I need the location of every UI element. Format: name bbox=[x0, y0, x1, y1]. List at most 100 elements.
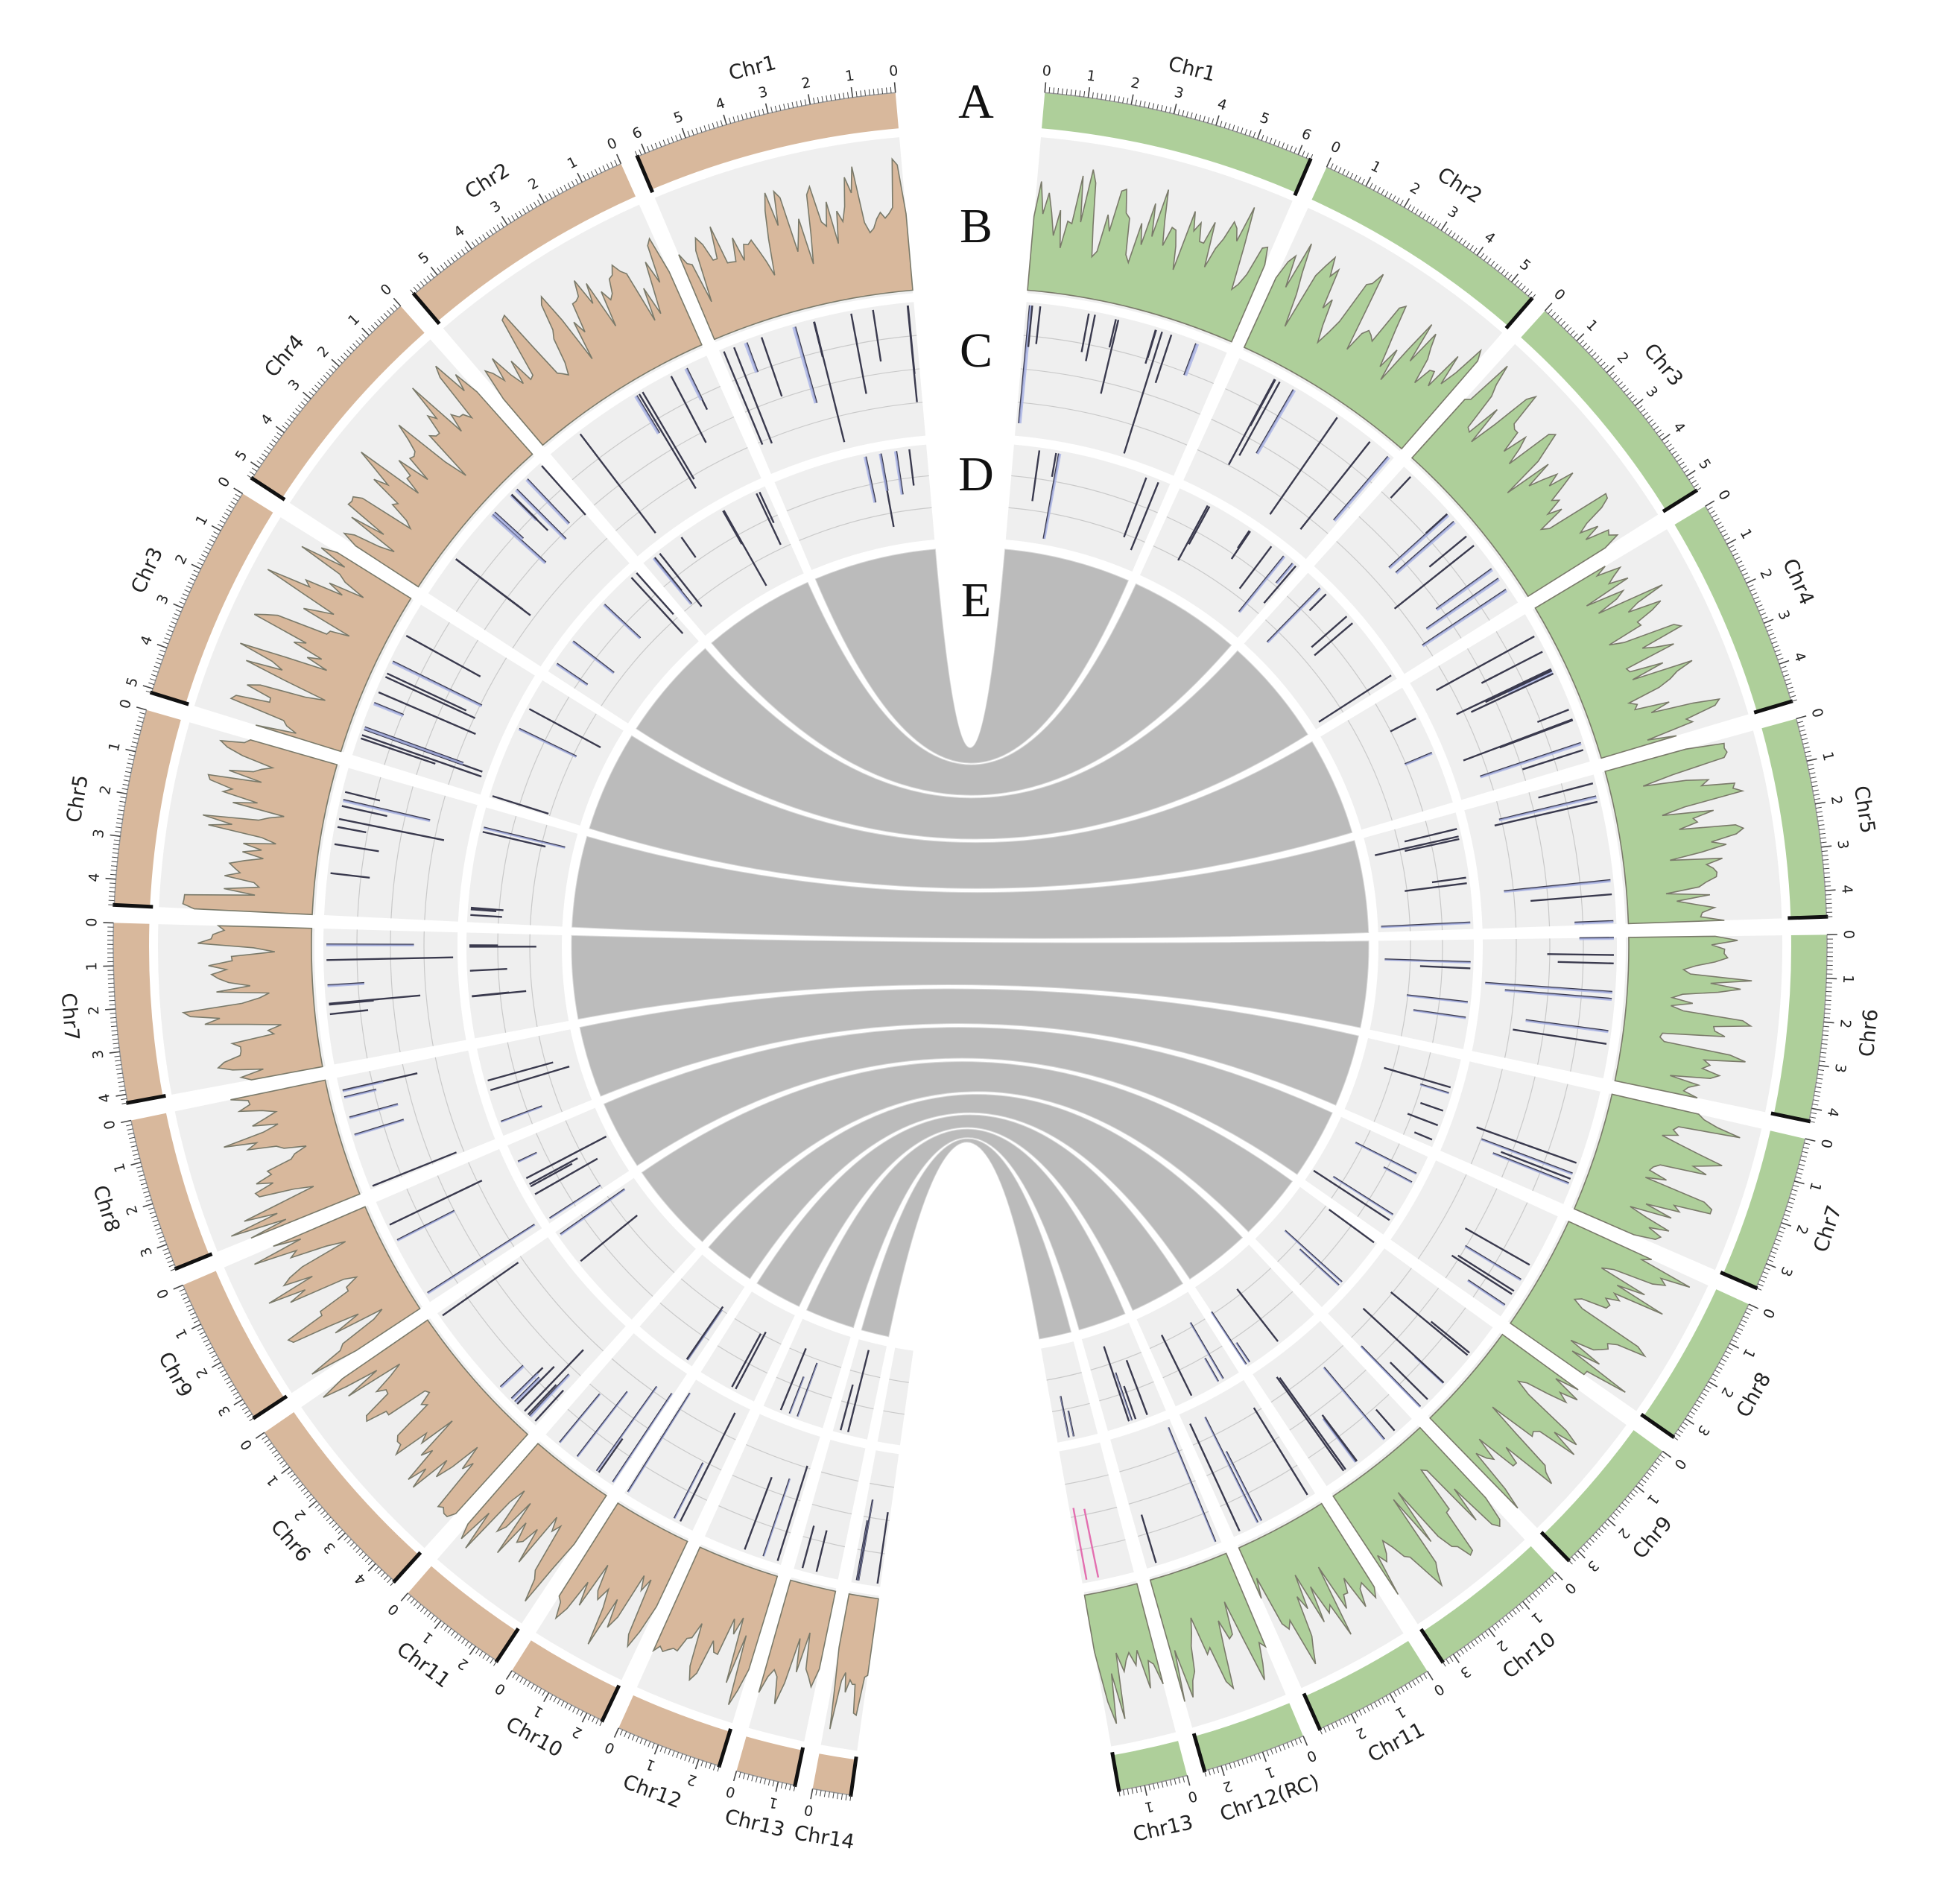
left-chr9-tick bbox=[211, 1361, 221, 1368]
right-chr9-tick bbox=[1621, 1502, 1627, 1507]
right-chr9-grid-arc bbox=[1277, 1205, 1327, 1262]
right-chr2-tick bbox=[1444, 227, 1448, 233]
left-chr13-tick bbox=[789, 1784, 791, 1791]
right-chr7-tick bbox=[1793, 1180, 1805, 1185]
right-chr9-tick bbox=[1601, 1525, 1606, 1530]
left-chr7-density-histogram bbox=[181, 925, 323, 1081]
right-chr5-tick bbox=[1796, 715, 1807, 720]
left-chr8-grid-arc bbox=[369, 1070, 402, 1177]
left-chr8-tick bbox=[151, 1215, 157, 1218]
right-chr1-tick bbox=[1232, 124, 1235, 131]
left-chr2-tick bbox=[606, 163, 610, 170]
right-chr4-tick bbox=[1753, 596, 1759, 600]
right-chr3-variant-block bbox=[1396, 521, 1456, 575]
right-chr3-variant-bar bbox=[1308, 593, 1327, 612]
right-chr3-tick-label: 1 bbox=[1583, 317, 1600, 335]
left-chr5-variant-block bbox=[483, 827, 566, 849]
right-chr6-track-c-bg bbox=[1472, 937, 1617, 1079]
left-chr9-variant-bar bbox=[530, 1163, 573, 1188]
left-chr3-tick bbox=[213, 531, 219, 535]
left-chr5-grid-arc bbox=[424, 795, 446, 920]
left-chr1-tick bbox=[893, 82, 896, 93]
left-chr2-tick bbox=[556, 189, 560, 195]
left-chr1-tick bbox=[732, 116, 735, 123]
right-chr4-tick bbox=[1716, 522, 1722, 526]
left-chr7-variant-bar bbox=[329, 994, 421, 1005]
left-chr6-tick bbox=[308, 1500, 317, 1508]
left-chr13-grid-arc bbox=[821, 1471, 859, 1482]
right-chr13-variant-bar bbox=[1072, 1508, 1088, 1580]
right-chr1-variant-bar bbox=[1051, 452, 1057, 478]
left-chr8-tick bbox=[128, 1136, 135, 1139]
right-chr8-axis-arc bbox=[1672, 1303, 1750, 1438]
left-chr2-tick bbox=[410, 289, 415, 295]
right-chr10-tick bbox=[1478, 1636, 1483, 1642]
left-chr5-tick bbox=[119, 800, 126, 803]
left-chr8-variant-block bbox=[354, 1119, 405, 1136]
left-chr14-variant-block bbox=[858, 1499, 873, 1581]
right-chr3-tick bbox=[1681, 465, 1687, 469]
left-chr3-end-marker bbox=[149, 690, 189, 706]
right-chr4-tick bbox=[1730, 548, 1737, 553]
left-chr6-tick bbox=[276, 1456, 282, 1461]
left-chr8-variant-block bbox=[342, 1081, 384, 1092]
right-chr5-variant-block bbox=[1381, 922, 1471, 929]
left-chr6-tick bbox=[314, 1503, 320, 1508]
left-chr6-tick bbox=[308, 1497, 314, 1502]
right-chr7-tick bbox=[1755, 1287, 1762, 1291]
left-chr4-tick bbox=[275, 426, 285, 434]
left-chr4-ideogram bbox=[252, 306, 425, 499]
right-chr4-tick bbox=[1707, 506, 1713, 510]
right-chr7-axis-arc bbox=[1755, 1138, 1806, 1288]
left-chr8-tick bbox=[168, 1264, 175, 1268]
left-chr5-tick bbox=[136, 706, 147, 711]
left-chr8-tick bbox=[140, 1183, 147, 1186]
right-chr1-tick bbox=[1256, 129, 1262, 139]
left-chr5-tick bbox=[138, 716, 145, 719]
left-chr10-tick bbox=[523, 1679, 528, 1686]
left-chr1-variant-block bbox=[878, 453, 888, 491]
left-chr1-tick bbox=[783, 104, 785, 110]
right-chr2-tick bbox=[1480, 253, 1485, 259]
left-chr5-name: Chr5 bbox=[63, 774, 93, 824]
left-chr11-tick bbox=[468, 1643, 472, 1649]
right-chr5-variant-block bbox=[1498, 796, 1597, 822]
right-chr4-variant-bar bbox=[1485, 669, 1553, 703]
right-chr6-tick bbox=[1817, 1073, 1824, 1075]
left-chr2-tick bbox=[525, 206, 530, 212]
right-chr1-tick bbox=[1096, 92, 1098, 99]
right-chr8-grid-arc bbox=[1445, 1188, 1498, 1279]
left-chr6-tick bbox=[306, 1493, 311, 1499]
left-chr10-tick bbox=[564, 1703, 569, 1709]
right-chr6-name: Chr6 bbox=[1855, 1008, 1883, 1058]
left-chr5-tick bbox=[135, 729, 142, 732]
left-chr10-tick bbox=[568, 1704, 572, 1711]
left-chr8-tick bbox=[155, 1227, 162, 1231]
right-chr3-tick bbox=[1557, 317, 1562, 323]
right-chr12-rc-tick bbox=[1258, 1753, 1261, 1759]
right-chr12-rc-tick bbox=[1216, 1767, 1220, 1774]
right-chr4-tick bbox=[1746, 578, 1756, 584]
left-chr3-tick bbox=[226, 508, 232, 513]
right-chr8-tick bbox=[1720, 1358, 1727, 1362]
left-chr13-grid-arc bbox=[849, 1370, 881, 1379]
right-chr2-ideogram bbox=[1311, 167, 1532, 326]
left-chr2-tick bbox=[548, 193, 552, 199]
left-chr9-tick bbox=[218, 1365, 224, 1370]
right-chr10-tick bbox=[1505, 1615, 1510, 1621]
right-chr11-variant-block bbox=[1189, 1322, 1223, 1379]
right-chr2-tick bbox=[1521, 285, 1526, 291]
left-chr6-tick bbox=[269, 1446, 275, 1451]
left-chr2-variant-bar bbox=[759, 491, 775, 524]
right-chr11-tick bbox=[1355, 1712, 1358, 1718]
right-chr7-tick bbox=[1799, 1160, 1806, 1163]
left-chr8-end-marker bbox=[174, 1252, 213, 1271]
right-chr2-tick bbox=[1466, 242, 1470, 248]
right-chr1-tick bbox=[1109, 95, 1112, 101]
right-chr6-density-histogram bbox=[1614, 935, 1753, 1099]
left-chr8-grid-arc bbox=[434, 1057, 465, 1152]
right-chr8-variant-block bbox=[1355, 1142, 1416, 1175]
right-chr7-tick bbox=[1776, 1234, 1783, 1238]
left-chr4-tick bbox=[387, 310, 392, 315]
right-chr13-variant-bar bbox=[1083, 1508, 1100, 1578]
